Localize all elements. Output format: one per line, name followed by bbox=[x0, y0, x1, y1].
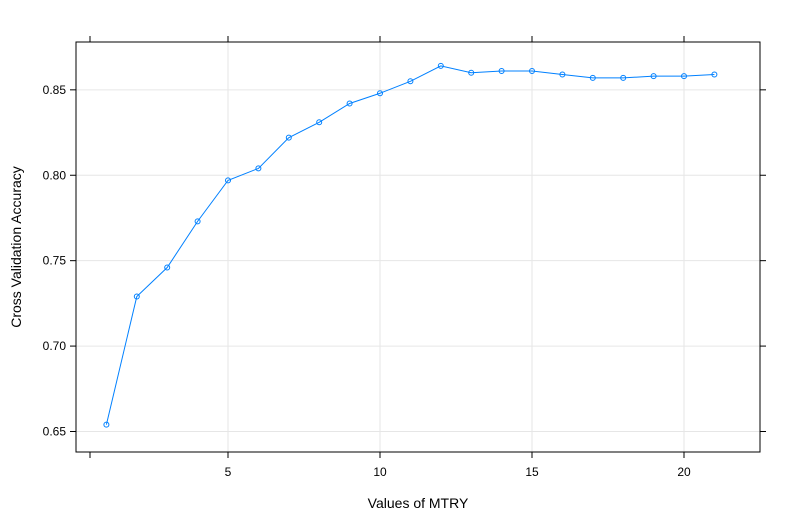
grid-lines bbox=[76, 42, 760, 452]
x-tick-label: 15 bbox=[525, 465, 539, 479]
data-point bbox=[650, 73, 657, 80]
series-layer bbox=[103, 62, 718, 428]
data-point bbox=[681, 73, 687, 80]
data-point bbox=[711, 71, 718, 78]
x-tick-label: 20 bbox=[677, 465, 691, 479]
data-point bbox=[377, 90, 383, 97]
y-axis-label: Cross Validation Accuracy bbox=[8, 166, 24, 328]
y-tick-label: 0.80 bbox=[43, 168, 67, 182]
data-point bbox=[620, 74, 627, 81]
data-point bbox=[437, 62, 444, 69]
y-tick-label: 0.75 bbox=[43, 254, 67, 268]
series-line bbox=[105, 65, 715, 425]
x-tick-label: 10 bbox=[373, 465, 387, 479]
data-point bbox=[346, 100, 353, 107]
axis-ticks: 5 10 15 20 0.65 0.70 0.75 0.80 0.85 bbox=[43, 36, 766, 479]
data-point bbox=[225, 177, 231, 184]
data-point bbox=[255, 165, 262, 172]
data-point bbox=[103, 421, 110, 428]
data-point bbox=[316, 119, 323, 126]
y-tick-label: 0.65 bbox=[43, 425, 67, 439]
y-tick-label: 0.85 bbox=[43, 83, 67, 97]
data-point bbox=[529, 68, 535, 75]
data-point bbox=[407, 78, 414, 85]
data-point bbox=[194, 218, 201, 225]
data-point bbox=[164, 264, 171, 271]
data-point bbox=[498, 68, 505, 75]
y-tick-label: 0.70 bbox=[43, 339, 67, 353]
x-axis-label: Values of MTRY bbox=[368, 495, 469, 511]
data-point bbox=[589, 74, 596, 81]
data-point bbox=[285, 134, 292, 141]
data-point bbox=[468, 69, 475, 76]
data-point bbox=[133, 293, 140, 300]
plot-frame bbox=[75, 41, 761, 453]
data-point bbox=[559, 71, 566, 78]
x-tick-label: 5 bbox=[225, 465, 232, 479]
